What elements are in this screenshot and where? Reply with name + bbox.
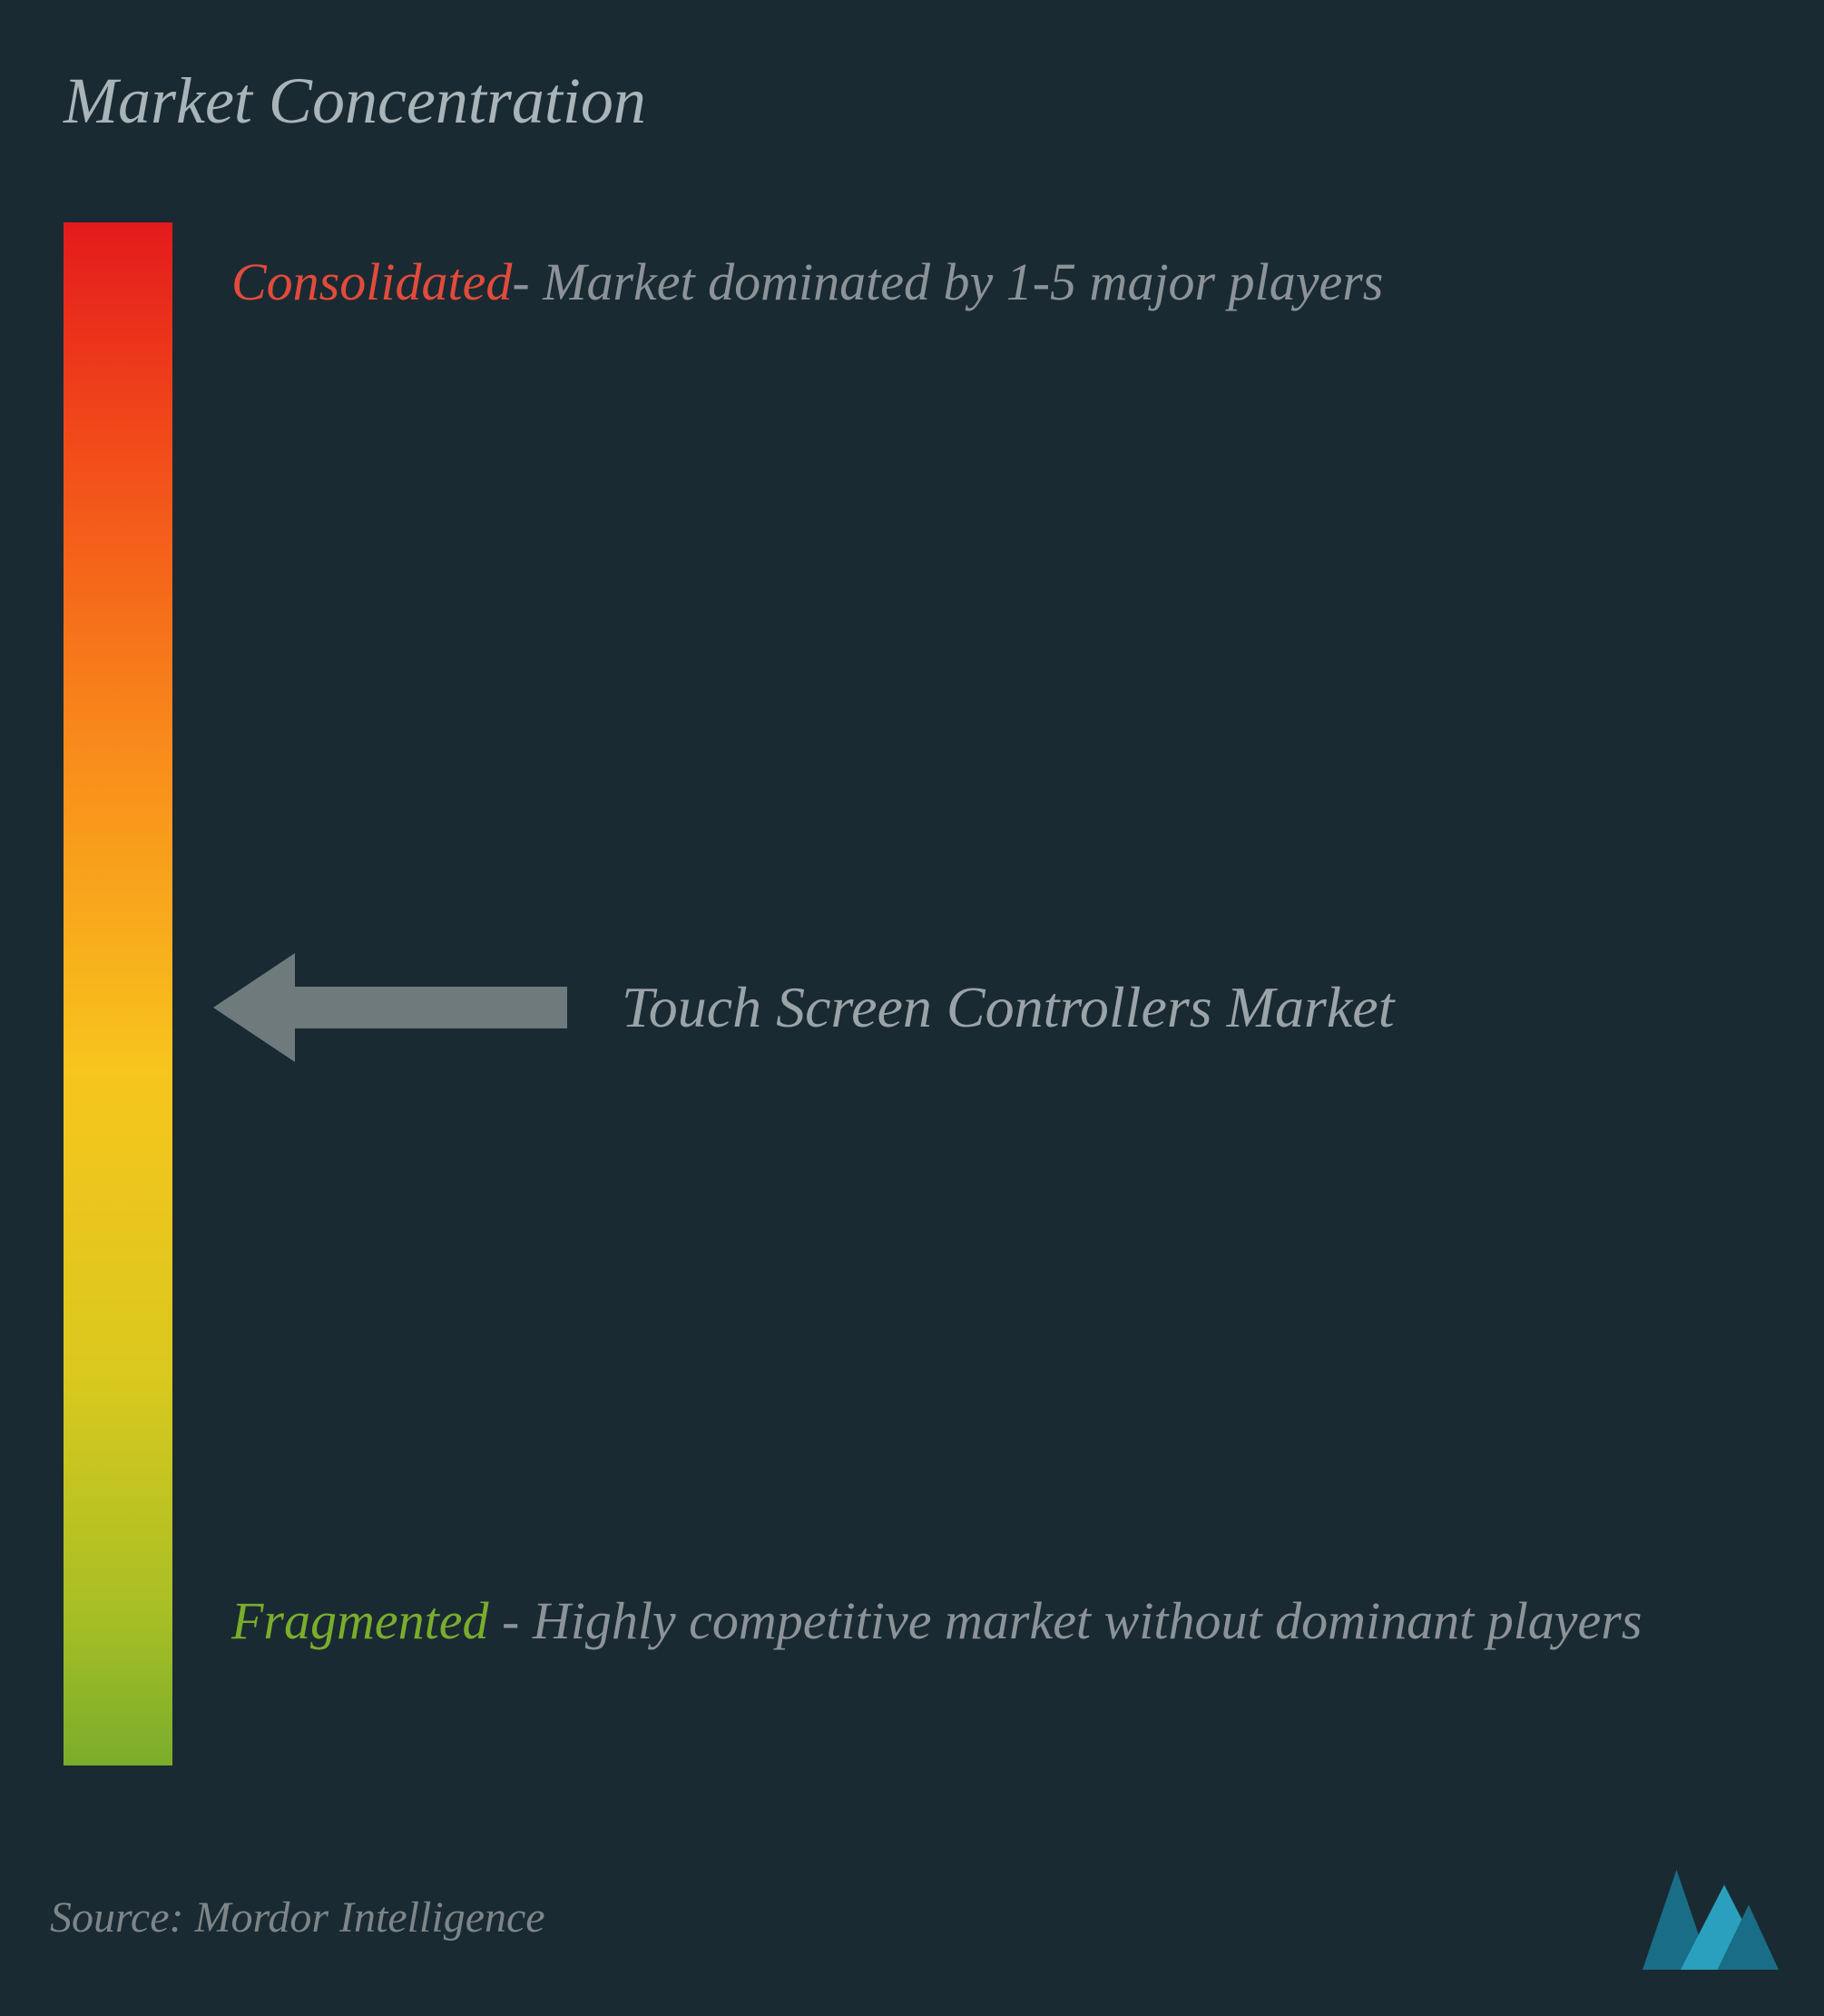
market-position-indicator: Touch Screen Controllers Market bbox=[213, 953, 1394, 1062]
fragmented-label: Fragmented - Highly competitive market w… bbox=[231, 1579, 1683, 1664]
consolidated-label: Consolidated- Market dominated by 1-5 ma… bbox=[231, 241, 1683, 325]
page-title: Market Concentration bbox=[64, 64, 646, 139]
consolidated-label-highlight: Consolidated bbox=[231, 252, 512, 311]
concentration-gradient-bar bbox=[64, 222, 172, 1765]
arrow-left-icon bbox=[213, 953, 567, 1062]
fragmented-label-highlight: Fragmented bbox=[231, 1591, 489, 1650]
market-name-label: Touch Screen Controllers Market bbox=[622, 974, 1394, 1041]
fragmented-label-text: - Highly competitive market without domi… bbox=[489, 1591, 1643, 1650]
source-attribution: Source: Mordor Intelligence bbox=[50, 1893, 545, 1942]
consolidated-label-text: - Market dominated by 1-5 major players bbox=[512, 252, 1383, 311]
mordor-logo-icon bbox=[1643, 1870, 1779, 1970]
